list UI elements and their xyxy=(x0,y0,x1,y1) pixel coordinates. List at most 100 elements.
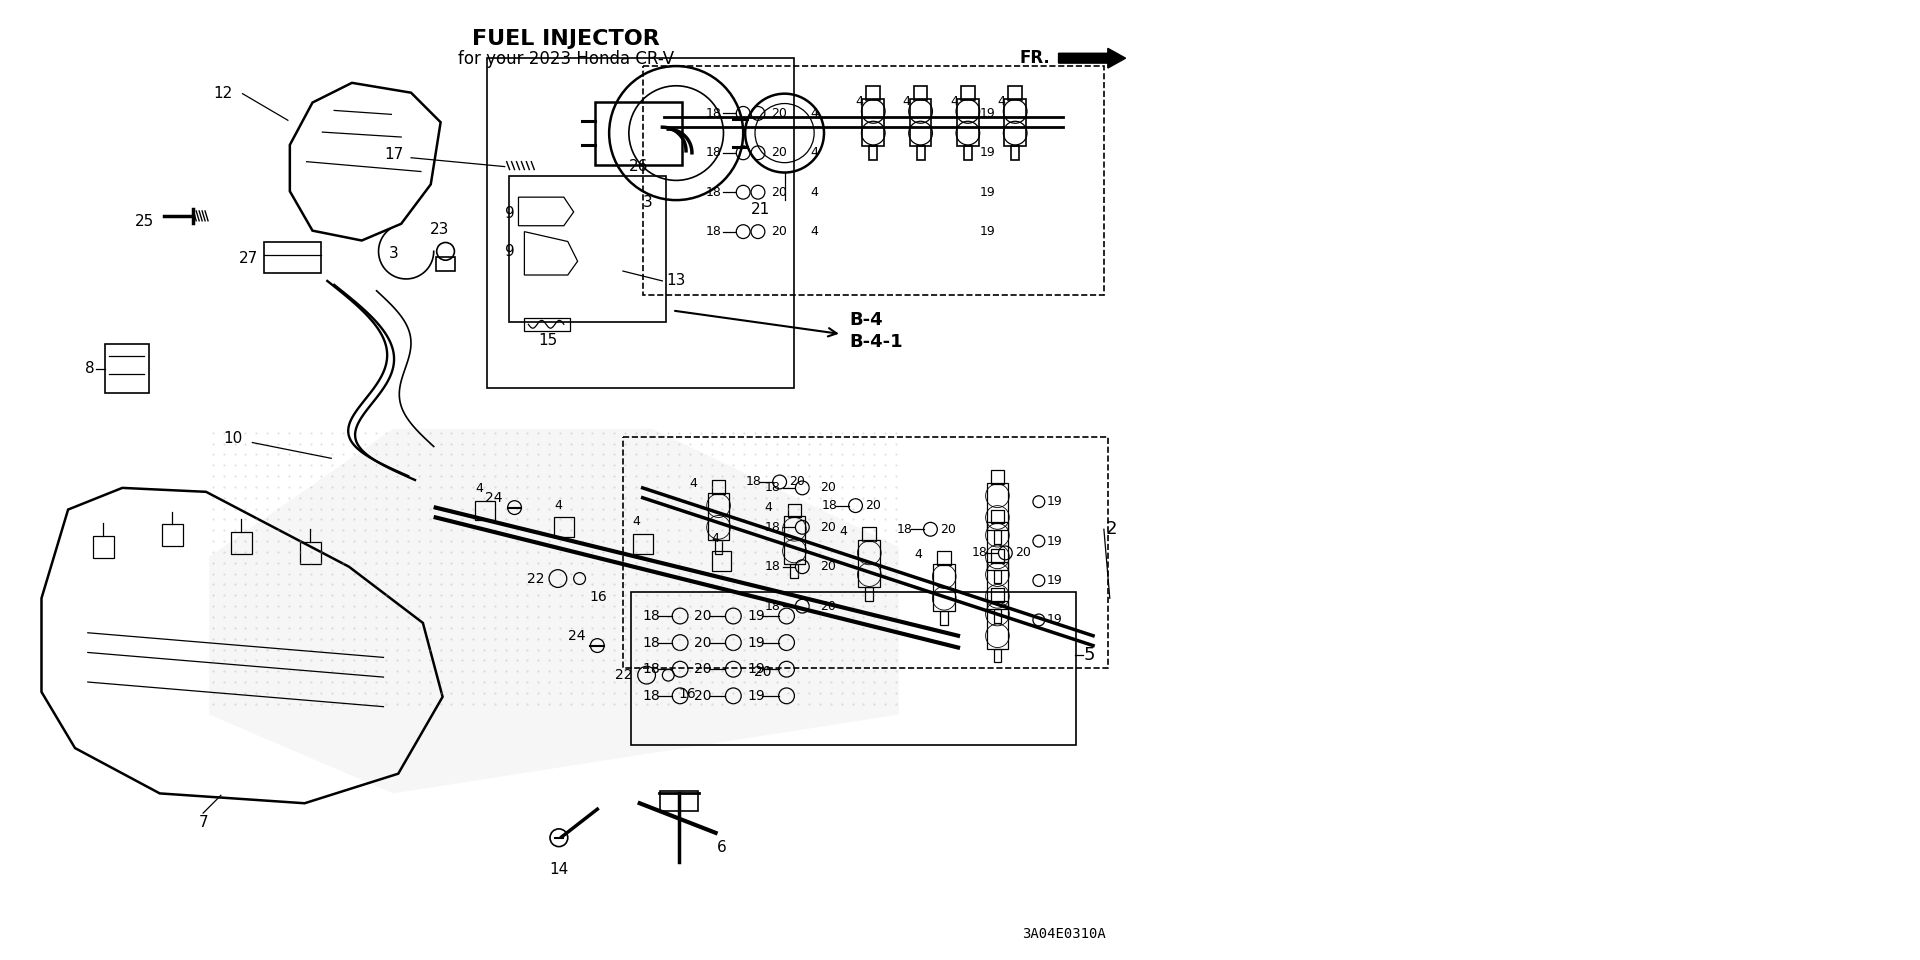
Bar xyxy=(509,177,666,323)
Text: 20: 20 xyxy=(789,475,804,489)
Text: 18: 18 xyxy=(707,146,722,159)
Text: 20: 20 xyxy=(1016,546,1031,560)
Text: 4: 4 xyxy=(634,516,641,528)
Bar xyxy=(524,319,570,331)
Bar xyxy=(987,522,1008,569)
Bar xyxy=(916,146,925,159)
Text: 19: 19 xyxy=(747,609,764,623)
Text: 20: 20 xyxy=(820,600,835,612)
Bar xyxy=(862,527,876,541)
Text: 19: 19 xyxy=(979,226,995,238)
Text: 18: 18 xyxy=(707,107,722,120)
Text: 19: 19 xyxy=(747,662,764,676)
Text: 22: 22 xyxy=(526,571,543,586)
Bar xyxy=(555,517,574,538)
Text: 4: 4 xyxy=(810,107,818,120)
Text: 4: 4 xyxy=(998,95,1006,108)
Text: 19: 19 xyxy=(747,689,764,703)
Text: 20: 20 xyxy=(770,185,787,199)
Text: B-4-1: B-4-1 xyxy=(851,333,902,351)
Text: 20: 20 xyxy=(693,609,712,623)
Text: 19: 19 xyxy=(747,636,764,650)
Bar xyxy=(914,85,927,100)
Text: 18: 18 xyxy=(764,600,781,612)
Text: 13: 13 xyxy=(666,274,685,288)
Text: 16: 16 xyxy=(589,590,607,605)
Text: 14: 14 xyxy=(549,862,568,877)
Bar xyxy=(993,530,1002,544)
Text: 20: 20 xyxy=(820,481,835,494)
Bar xyxy=(104,344,150,394)
Text: 3: 3 xyxy=(643,195,653,209)
Text: 17: 17 xyxy=(384,147,403,162)
Text: 19: 19 xyxy=(979,185,995,199)
Text: 20: 20 xyxy=(755,665,772,680)
Text: 20: 20 xyxy=(693,689,712,703)
Text: 4: 4 xyxy=(839,525,847,538)
Bar xyxy=(712,551,732,570)
Text: 7: 7 xyxy=(198,815,207,830)
Bar xyxy=(991,510,1004,523)
Text: 20: 20 xyxy=(770,226,787,238)
Bar xyxy=(987,601,1008,649)
Bar xyxy=(265,242,321,273)
Text: 20: 20 xyxy=(941,523,956,536)
Bar xyxy=(993,609,1002,623)
Bar xyxy=(987,483,1008,530)
Bar xyxy=(937,551,950,564)
Text: 24: 24 xyxy=(486,491,503,505)
Bar xyxy=(622,437,1108,668)
Text: 16: 16 xyxy=(678,687,695,701)
Bar xyxy=(956,99,979,146)
FancyArrow shape xyxy=(1058,48,1125,68)
Bar xyxy=(991,588,1004,602)
Text: 18: 18 xyxy=(764,481,781,494)
Bar xyxy=(987,562,1008,609)
Text: 8: 8 xyxy=(84,361,94,376)
Bar xyxy=(1012,146,1020,159)
Text: FR.: FR. xyxy=(1020,49,1050,67)
Text: 4: 4 xyxy=(712,532,720,545)
Bar xyxy=(712,480,726,493)
Bar xyxy=(632,592,1077,745)
Text: 23: 23 xyxy=(430,222,449,237)
Text: for your 2023 Honda CR-V: for your 2023 Honda CR-V xyxy=(457,50,674,68)
Text: 4: 4 xyxy=(810,226,818,238)
Bar xyxy=(488,59,795,389)
Bar xyxy=(1004,99,1025,146)
Text: 18: 18 xyxy=(747,475,762,489)
Text: 6: 6 xyxy=(716,840,726,854)
Bar xyxy=(870,146,877,159)
Bar xyxy=(436,257,455,271)
Bar xyxy=(791,564,799,578)
Text: 4: 4 xyxy=(689,477,697,491)
Text: 18: 18 xyxy=(643,689,660,703)
Text: 19: 19 xyxy=(1046,613,1062,627)
Text: 20: 20 xyxy=(820,561,835,573)
Text: 9: 9 xyxy=(505,244,515,259)
Text: 4: 4 xyxy=(810,185,818,199)
Bar xyxy=(643,66,1104,295)
Bar xyxy=(230,532,252,554)
Bar xyxy=(161,524,184,546)
Text: 19: 19 xyxy=(979,107,995,120)
Text: 18: 18 xyxy=(822,499,837,512)
Text: 20: 20 xyxy=(693,636,712,650)
Text: 25: 25 xyxy=(134,214,154,229)
Bar xyxy=(1008,85,1021,100)
Bar xyxy=(714,540,722,554)
Text: 18: 18 xyxy=(643,662,660,676)
Text: 18: 18 xyxy=(972,546,987,560)
Bar xyxy=(910,99,931,146)
Text: 19: 19 xyxy=(1046,535,1062,547)
Bar xyxy=(991,470,1004,484)
Bar xyxy=(300,542,321,564)
Text: 4: 4 xyxy=(555,498,563,512)
Bar xyxy=(933,564,954,612)
Bar xyxy=(991,549,1004,563)
Text: 26: 26 xyxy=(630,159,649,174)
Bar xyxy=(962,85,975,100)
Text: 4: 4 xyxy=(902,95,910,108)
Text: 3A04E0310A: 3A04E0310A xyxy=(1021,927,1106,941)
Bar xyxy=(993,649,1002,662)
